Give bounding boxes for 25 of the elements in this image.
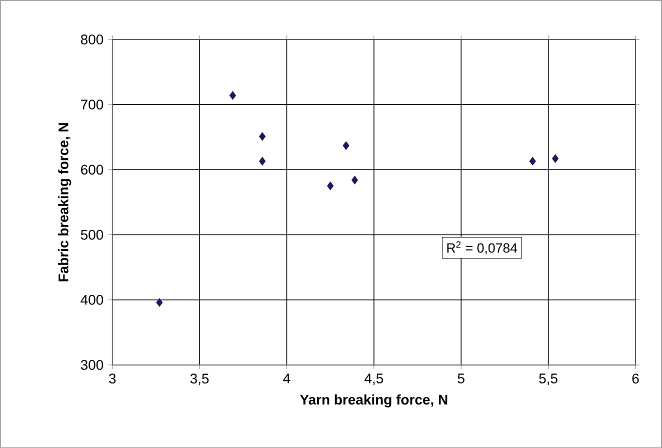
point: [342, 141, 350, 150]
point: [156, 298, 163, 307]
annotation: R$^{2}$ = 0,0784: [447, 241, 518, 254]
y-tick-label: 700: [81, 99, 104, 110]
point: [552, 154, 559, 163]
x-tick-label: 5,5: [539, 373, 558, 385]
x-tick-label: 6: [632, 373, 639, 384]
y-axis-title: Fabric breaking force, N: [58, 122, 72, 282]
y-tick-label: 300: [80, 360, 104, 370]
x-tick-label: 3: [108, 373, 116, 384]
y-tick-label: 500: [80, 230, 104, 240]
x-tick-label: 4,5: [364, 373, 384, 385]
x-axis-title: Yarn breaking force, N: [300, 394, 448, 408]
y-tick-label: 400: [80, 294, 104, 305]
y-tick-label: 800: [80, 34, 104, 44]
point: [351, 176, 358, 184]
x-tick-label: 4: [283, 373, 290, 384]
point: [259, 132, 266, 141]
point: [259, 156, 266, 166]
x-tick-label: 3,5: [190, 373, 209, 386]
point: [529, 156, 536, 166]
point: [229, 91, 236, 100]
x-tick-label: 5: [458, 373, 464, 384]
y-tick-label: 600: [81, 164, 104, 174]
point: [327, 182, 334, 190]
